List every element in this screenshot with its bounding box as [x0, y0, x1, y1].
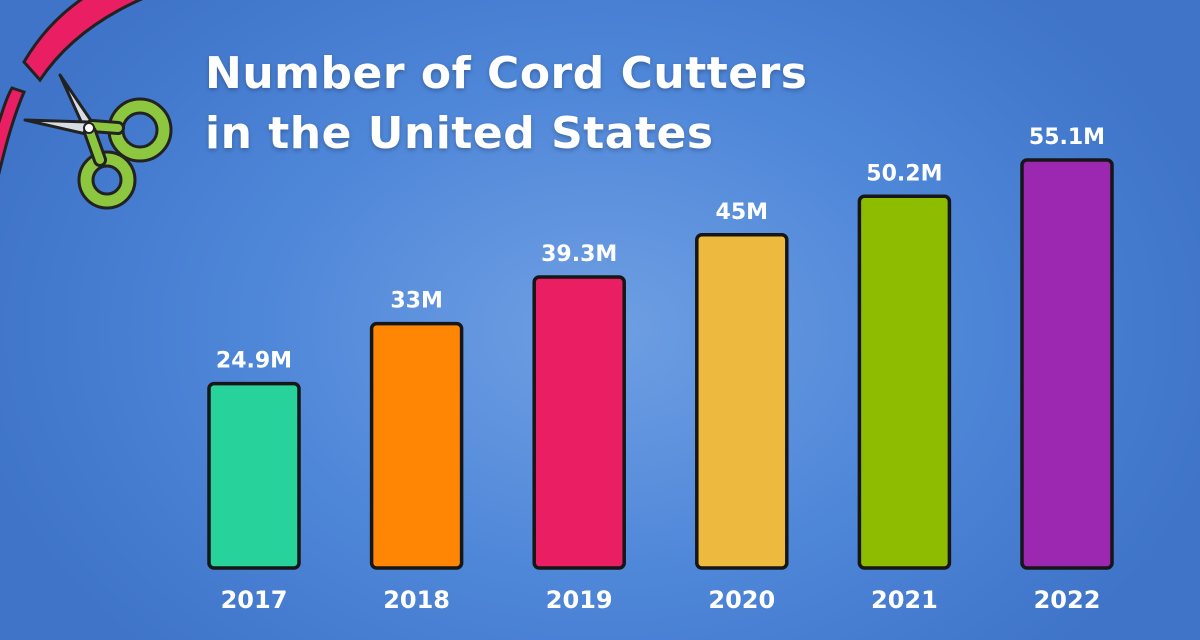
value-label-2022: 55.1M: [1029, 125, 1105, 150]
bar-2022: [1020, 158, 1114, 570]
ribbon-lower: [0, 86, 27, 176]
bar-2017: [207, 381, 301, 570]
x-tick-2020: 2020: [708, 586, 775, 614]
scissors-ribbon-decoration: [0, 0, 173, 210]
x-tick-2018: 2018: [383, 586, 450, 614]
value-label-2017: 24.9M: [216, 349, 292, 374]
chart-title-line-2: in the United States: [205, 108, 714, 159]
ribbon-upper: [22, 0, 144, 83]
x-tick-2019: 2019: [546, 586, 613, 614]
value-label-2020: 45M: [716, 200, 769, 225]
value-label-2019: 39.3M: [541, 242, 617, 267]
value-label-2021: 50.2M: [866, 161, 942, 186]
value-label-2018: 33M: [390, 289, 443, 314]
x-tick-2021: 2021: [871, 586, 938, 614]
scissors-icon: [23, 73, 173, 210]
bar-2020: [695, 233, 789, 570]
x-tick-2017: 2017: [221, 586, 288, 614]
bar-2019: [532, 275, 626, 570]
bar-2021: [857, 194, 952, 570]
chart-title: Number of Cord Cutters in the United Sta…: [205, 44, 925, 164]
bar-2018: [369, 321, 464, 570]
x-tick-2022: 2022: [1034, 586, 1101, 614]
chart-title-line-1: Number of Cord Cutters: [205, 48, 808, 99]
